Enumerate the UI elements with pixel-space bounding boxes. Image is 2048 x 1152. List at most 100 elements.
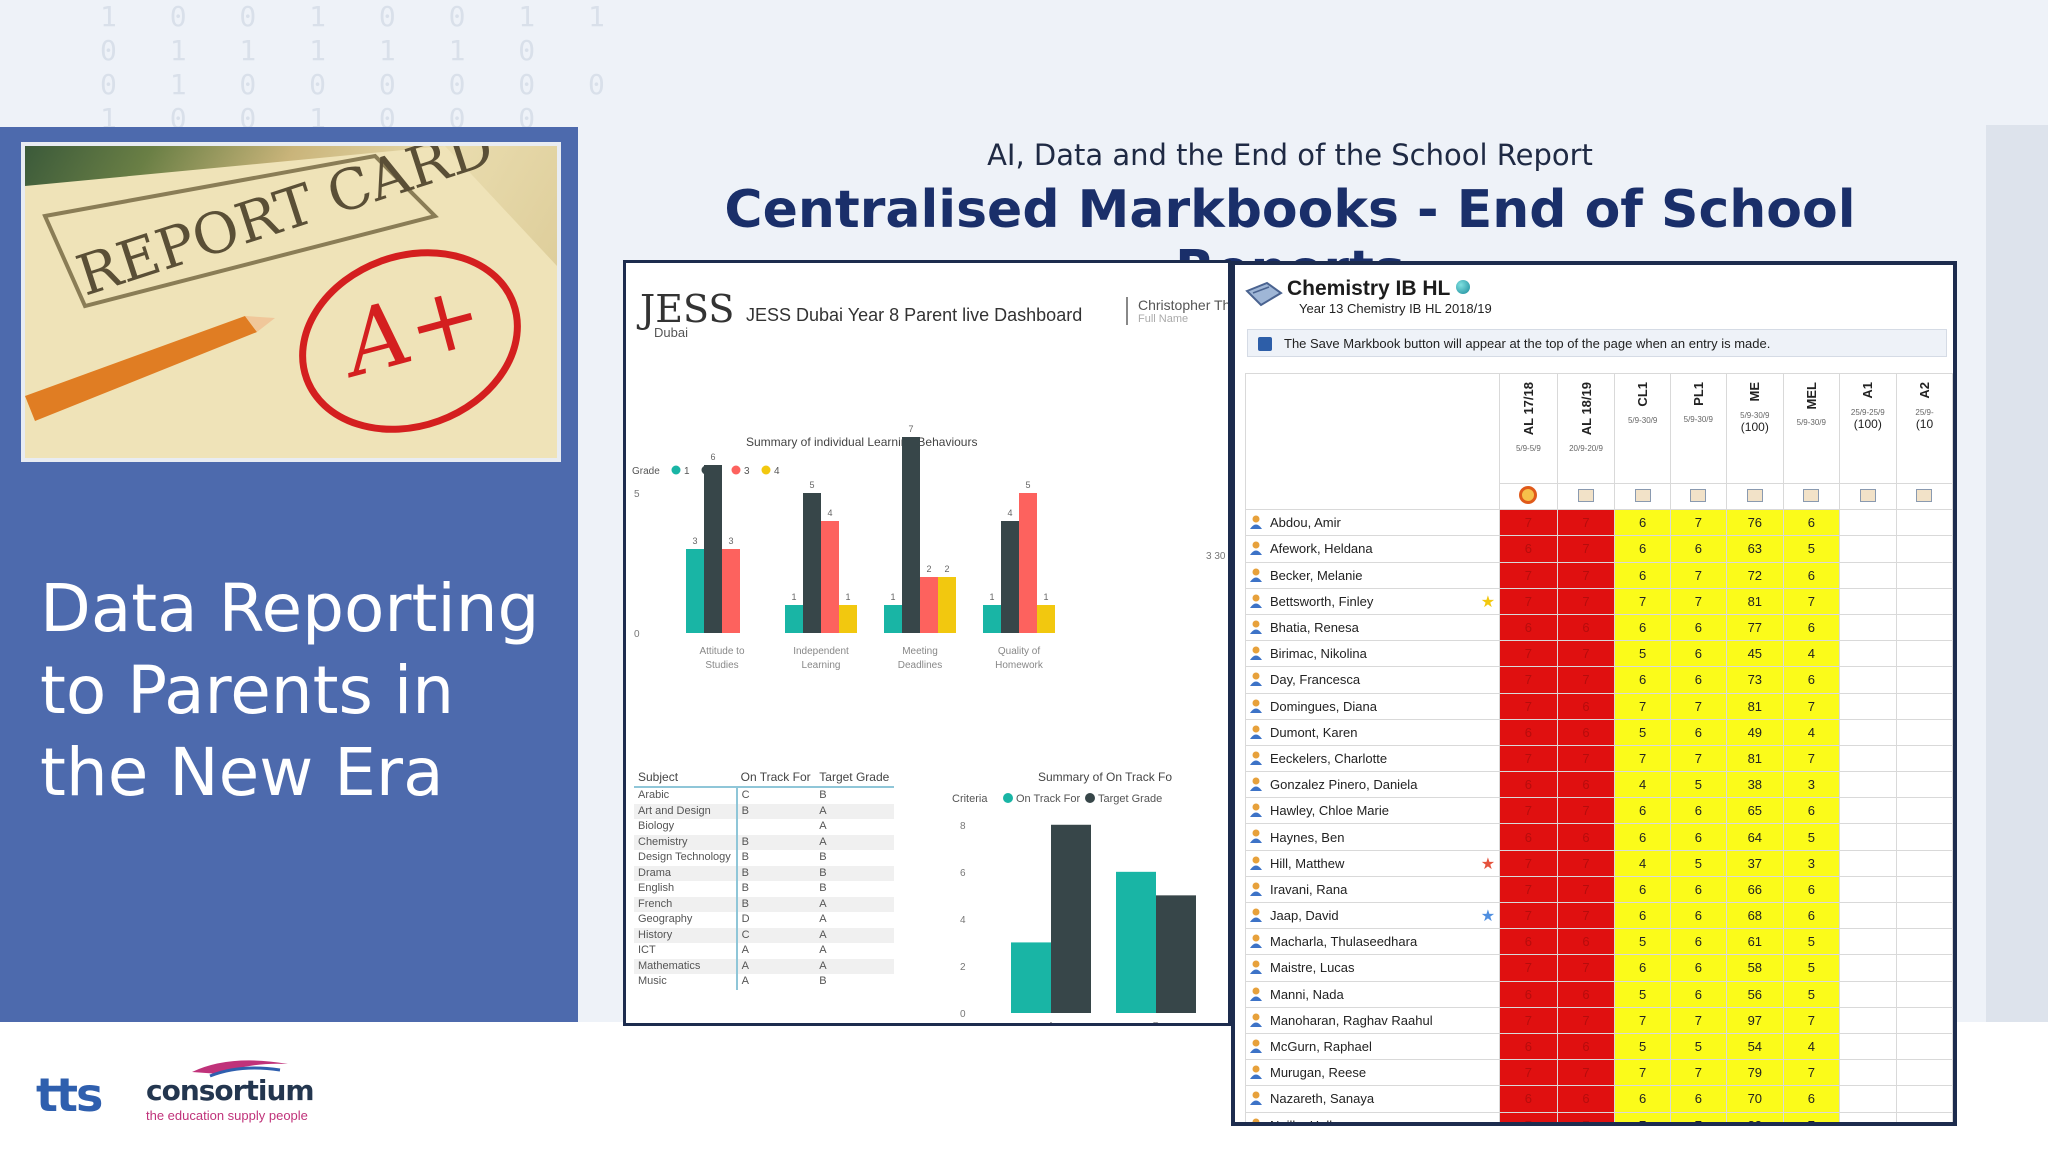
column-header-6[interactable]: A1 25/9-25/9 (100) bbox=[1838, 373, 1897, 484]
grade-cell-pl1[interactable]: 6 bbox=[1669, 535, 1727, 563]
grade-cell-cl1[interactable]: 5 bbox=[1614, 1032, 1671, 1061]
grade-cell-pl1[interactable]: 7 bbox=[1669, 587, 1727, 615]
grade-cell-cl1[interactable]: 7 bbox=[1614, 1006, 1671, 1034]
empty-grade-cell[interactable] bbox=[1895, 535, 1953, 563]
empty-grade-cell[interactable] bbox=[1838, 1032, 1897, 1061]
empty-grade-cell[interactable] bbox=[1838, 613, 1897, 642]
column-header-7[interactable]: A2 25/9- (10 bbox=[1895, 373, 1953, 484]
grade-cell-mel[interactable]: 6 bbox=[1782, 666, 1840, 694]
grade-cell-pl1[interactable]: 7 bbox=[1669, 1006, 1727, 1034]
student-name[interactable]: Gonzalez Pinero, Daniela bbox=[1244, 771, 1501, 799]
grade-cell-al2[interactable]: 7 bbox=[1556, 1059, 1616, 1087]
grade-cell-al2[interactable]: 7 bbox=[1556, 561, 1616, 589]
chart-icon[interactable] bbox=[1556, 482, 1616, 511]
grade-cell-al2[interactable]: 7 bbox=[1556, 1006, 1616, 1034]
empty-grade-cell[interactable] bbox=[1895, 666, 1953, 694]
empty-grade-cell[interactable] bbox=[1895, 509, 1953, 537]
student-name[interactable]: Eeckelers, Charlotte bbox=[1244, 744, 1501, 773]
grade-cell-pl1[interactable]: 6 bbox=[1669, 901, 1727, 930]
student-name[interactable]: Birimac, Nikolina bbox=[1244, 640, 1501, 668]
empty-grade-cell[interactable] bbox=[1838, 561, 1897, 589]
student-name[interactable]: Haynes, Ben bbox=[1244, 823, 1501, 851]
grade-cell-me[interactable]: 76 bbox=[1725, 509, 1784, 537]
empty-grade-cell[interactable] bbox=[1838, 640, 1897, 668]
student-name[interactable]: Macharla, Thulaseedhara bbox=[1244, 928, 1501, 956]
grade-cell-pl1[interactable]: 6 bbox=[1669, 666, 1727, 694]
grade-cell-cl1[interactable]: 6 bbox=[1614, 954, 1671, 982]
grade-cell-al1[interactable]: 6 bbox=[1499, 1032, 1558, 1061]
grade-cell-cl1[interactable]: 7 bbox=[1614, 1111, 1671, 1122]
grade-cell-al1[interactable]: 7 bbox=[1499, 744, 1558, 773]
grade-cell-cl1[interactable]: 4 bbox=[1614, 849, 1671, 877]
student-name[interactable]: Murugan, Reese bbox=[1244, 1059, 1501, 1087]
grade-cell-al1[interactable]: 7 bbox=[1499, 1059, 1558, 1087]
grade-cell-al1[interactable]: 6 bbox=[1499, 980, 1558, 1008]
grade-cell-al2[interactable]: 7 bbox=[1556, 875, 1616, 904]
blue-star-icon[interactable]: ★ bbox=[1480, 908, 1496, 925]
grade-cell-al1[interactable]: 6 bbox=[1499, 613, 1558, 642]
empty-grade-cell[interactable] bbox=[1838, 509, 1897, 537]
empty-grade-cell[interactable] bbox=[1838, 954, 1897, 982]
grade-cell-mel[interactable]: 7 bbox=[1782, 692, 1840, 720]
grade-cell-me[interactable]: 81 bbox=[1725, 744, 1784, 773]
calculator-icon[interactable] bbox=[1895, 482, 1953, 511]
grade-cell-al1[interactable]: 6 bbox=[1499, 823, 1558, 851]
student-name[interactable]: Iravani, Rana bbox=[1244, 875, 1501, 904]
grade-cell-al2[interactable]: 6 bbox=[1556, 771, 1616, 799]
grade-cell-cl1[interactable]: 5 bbox=[1614, 928, 1671, 956]
grade-cell-al1[interactable]: 7 bbox=[1499, 640, 1558, 668]
grade-cell-mel[interactable]: 7 bbox=[1782, 1111, 1840, 1122]
grade-cell-al2[interactable]: 6 bbox=[1556, 718, 1616, 746]
grade-cell-me[interactable]: 97 bbox=[1725, 1006, 1784, 1034]
grade-cell-cl1[interactable]: 7 bbox=[1614, 744, 1671, 773]
empty-grade-cell[interactable] bbox=[1838, 797, 1897, 825]
grade-cell-pl1[interactable]: 6 bbox=[1669, 928, 1727, 956]
column-header-2[interactable]: CL1 5/9-30/9 bbox=[1614, 373, 1671, 484]
grade-cell-pl1[interactable]: 6 bbox=[1669, 1085, 1727, 1113]
grade-cell-me[interactable]: 61 bbox=[1725, 928, 1784, 956]
grade-cell-al1[interactable]: 6 bbox=[1499, 535, 1558, 563]
grade-cell-me[interactable]: 49 bbox=[1725, 718, 1784, 746]
grade-cell-cl1[interactable]: 7 bbox=[1614, 1059, 1671, 1087]
grade-cell-al2[interactable]: 6 bbox=[1556, 613, 1616, 642]
grade-cell-pl1[interactable]: 7 bbox=[1669, 509, 1727, 537]
grade-cell-pl1[interactable]: 6 bbox=[1669, 640, 1727, 668]
grade-cell-cl1[interactable]: 6 bbox=[1614, 561, 1671, 589]
grade-cell-al1[interactable]: 7 bbox=[1499, 692, 1558, 720]
yellow-star-icon[interactable]: ★ bbox=[1480, 593, 1496, 611]
empty-grade-cell[interactable] bbox=[1895, 1032, 1953, 1061]
grade-cell-mel[interactable]: 7 bbox=[1782, 587, 1840, 615]
empty-grade-cell[interactable] bbox=[1895, 1111, 1953, 1122]
grade-cell-al2[interactable]: 6 bbox=[1556, 1032, 1616, 1061]
grade-cell-al1[interactable]: 7 bbox=[1499, 561, 1558, 589]
grade-cell-mel[interactable]: 5 bbox=[1782, 823, 1840, 851]
grade-cell-pl1[interactable]: 6 bbox=[1669, 954, 1727, 982]
grade-cell-pl1[interactable]: 5 bbox=[1669, 849, 1727, 877]
grade-cell-al2[interactable]: 7 bbox=[1556, 744, 1616, 773]
grade-cell-mel[interactable]: 5 bbox=[1782, 535, 1840, 563]
empty-grade-cell[interactable] bbox=[1895, 849, 1953, 877]
empty-grade-cell[interactable] bbox=[1838, 587, 1897, 615]
student-name[interactable]: Maistre, Lucas bbox=[1244, 954, 1501, 982]
grade-cell-pl1[interactable]: 7 bbox=[1669, 692, 1727, 720]
column-header-5[interactable]: MEL 5/9-30/9 bbox=[1782, 373, 1840, 484]
empty-grade-cell[interactable] bbox=[1895, 797, 1953, 825]
grade-cell-al1[interactable]: 7 bbox=[1499, 587, 1558, 615]
grade-cell-me[interactable]: 83 bbox=[1725, 1111, 1784, 1122]
empty-grade-cell[interactable] bbox=[1895, 613, 1953, 642]
column-header-4[interactable]: ME 5/9-30/9 (100) bbox=[1725, 373, 1784, 484]
grade-cell-cl1[interactable]: 6 bbox=[1614, 875, 1671, 904]
grade-cell-al2[interactable]: 7 bbox=[1556, 535, 1616, 563]
empty-grade-cell[interactable] bbox=[1895, 1085, 1953, 1113]
student-name[interactable]: Hawley, Chloe Marie bbox=[1244, 797, 1501, 825]
grade-cell-me[interactable]: 54 bbox=[1725, 1032, 1784, 1061]
empty-grade-cell[interactable] bbox=[1838, 901, 1897, 930]
empty-grade-cell[interactable] bbox=[1895, 692, 1953, 720]
grade-cell-al1[interactable]: 7 bbox=[1499, 797, 1558, 825]
student-name[interactable]: Afework, Heldana bbox=[1244, 535, 1501, 563]
empty-grade-cell[interactable] bbox=[1838, 823, 1897, 851]
grade-cell-al1[interactable]: 6 bbox=[1499, 771, 1558, 799]
empty-grade-cell[interactable] bbox=[1895, 771, 1953, 799]
grade-cell-me[interactable]: 70 bbox=[1725, 1085, 1784, 1113]
empty-grade-cell[interactable] bbox=[1895, 744, 1953, 773]
